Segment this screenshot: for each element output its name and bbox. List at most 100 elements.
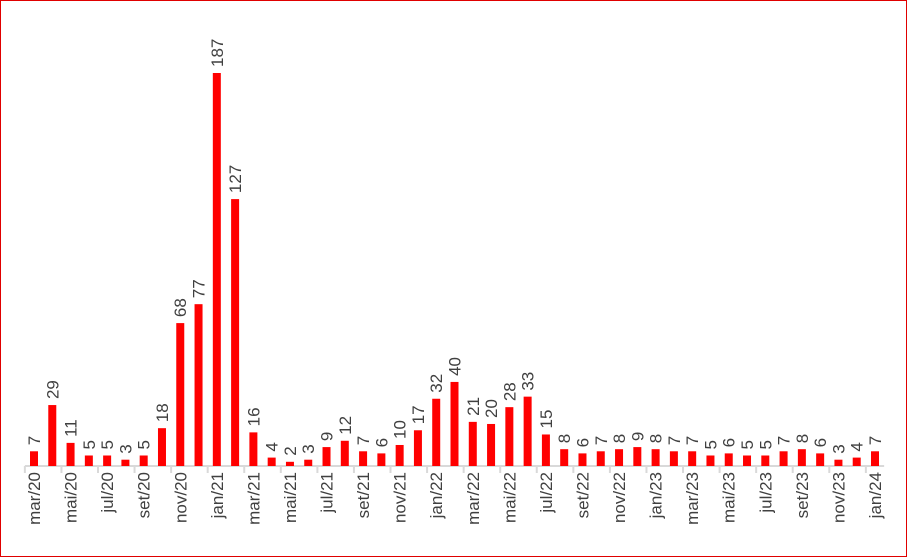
data-label: 7 xyxy=(683,436,702,445)
data-label: 11 xyxy=(62,419,81,437)
bar xyxy=(633,447,642,466)
data-label: 5 xyxy=(738,440,757,449)
data-label: 5 xyxy=(756,440,775,449)
bar xyxy=(176,323,185,466)
data-label: 8 xyxy=(647,434,666,443)
x-tick-label: set/22 xyxy=(573,472,592,518)
x-tick-label: jul/21 xyxy=(318,472,337,514)
data-label: 6 xyxy=(720,438,739,447)
bar xyxy=(285,461,294,466)
x-tick-label: jan/23 xyxy=(647,472,666,519)
data-label: 5 xyxy=(80,440,99,449)
x-tick-label: nov/21 xyxy=(391,472,410,523)
data-label: 77 xyxy=(190,279,209,298)
bar xyxy=(505,407,514,466)
bar xyxy=(377,453,386,466)
bar xyxy=(267,457,276,466)
x-tick-label: mai/21 xyxy=(281,472,300,523)
bar xyxy=(706,455,715,466)
data-label: 4 xyxy=(263,442,282,451)
bar xyxy=(340,440,349,466)
bar xyxy=(615,449,624,466)
x-tick-label: jan/22 xyxy=(427,472,446,519)
data-label: 5 xyxy=(135,440,154,449)
bar xyxy=(103,455,112,466)
data-label: 7 xyxy=(354,436,373,445)
x-tick-label: nov/22 xyxy=(610,472,629,523)
data-label: 7 xyxy=(25,436,44,445)
bar xyxy=(743,455,752,466)
bar xyxy=(688,451,697,466)
bar xyxy=(157,428,166,466)
x-tick-label: set/21 xyxy=(354,472,373,518)
bar xyxy=(669,451,678,466)
bar xyxy=(432,398,441,466)
data-label: 3 xyxy=(829,444,848,453)
data-label: 7 xyxy=(665,436,684,445)
bar xyxy=(139,455,148,466)
bar xyxy=(560,449,569,466)
x-tick-label: jul/22 xyxy=(537,472,556,514)
data-label: 17 xyxy=(409,405,428,424)
bar xyxy=(249,432,258,466)
data-label: 16 xyxy=(244,407,263,426)
x-tick-label: jan/21 xyxy=(208,472,227,519)
data-label: 8 xyxy=(555,434,574,443)
data-label: 21 xyxy=(464,397,483,416)
bar xyxy=(651,449,660,466)
bar xyxy=(450,381,459,466)
bar xyxy=(596,451,605,466)
data-label: 187 xyxy=(208,39,227,67)
data-label: 15 xyxy=(537,410,556,429)
data-label: 68 xyxy=(171,298,190,317)
bar xyxy=(395,444,404,466)
bar xyxy=(834,459,843,466)
bar xyxy=(487,423,496,466)
data-label: 3 xyxy=(116,444,135,453)
bar xyxy=(304,459,313,466)
bar xyxy=(194,304,203,466)
x-tick-label: mar/20 xyxy=(25,472,44,525)
x-tick-label: jul/23 xyxy=(756,472,775,514)
data-label: 28 xyxy=(500,382,519,401)
data-label: 7 xyxy=(592,436,611,445)
bar xyxy=(871,451,879,466)
bar xyxy=(761,455,770,466)
data-label: 5 xyxy=(701,440,720,449)
bar xyxy=(212,73,221,466)
data-label: 33 xyxy=(519,372,538,391)
x-tick-label: jul/20 xyxy=(98,472,117,514)
bar xyxy=(468,421,477,466)
data-label: 8 xyxy=(793,434,812,443)
x-tick-label: mar/21 xyxy=(244,472,263,525)
bar xyxy=(48,405,57,466)
data-label: 7 xyxy=(866,436,885,445)
bar xyxy=(359,451,368,466)
data-label: 2 xyxy=(281,446,300,455)
bar xyxy=(779,451,788,466)
data-label: 12 xyxy=(336,416,355,435)
data-label: 40 xyxy=(446,357,465,376)
bar xyxy=(523,396,532,466)
bar xyxy=(816,453,825,466)
bar xyxy=(66,442,75,466)
data-label: 4 xyxy=(848,442,867,451)
x-tick-label: nov/20 xyxy=(171,472,190,523)
data-label: 127 xyxy=(226,165,245,193)
data-label: 9 xyxy=(628,432,647,441)
bar xyxy=(797,449,806,466)
bar xyxy=(413,430,422,466)
data-label: 7 xyxy=(775,436,794,445)
data-label: 32 xyxy=(427,374,446,393)
x-tick-label: jan/24 xyxy=(866,472,885,519)
x-tick-label: set/23 xyxy=(793,472,812,518)
bar xyxy=(541,434,550,466)
x-tick-label: nov/23 xyxy=(829,472,848,523)
x-tick-label: mar/22 xyxy=(464,472,483,525)
data-label: 20 xyxy=(482,399,501,418)
x-tick-label: mar/23 xyxy=(683,472,702,525)
bar xyxy=(231,199,240,466)
bar xyxy=(30,451,38,466)
bar xyxy=(322,447,331,466)
